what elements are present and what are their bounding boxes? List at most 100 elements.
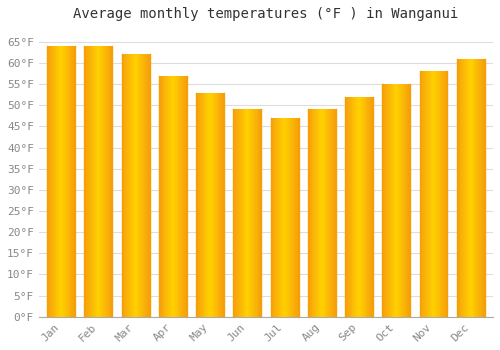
Bar [61,46,62,317]
Bar [428,71,429,317]
Bar [86,46,87,317]
Bar [408,84,410,317]
Bar [142,55,143,317]
Bar [211,92,212,317]
Bar [371,97,372,317]
Bar [388,84,389,317]
Bar [148,55,150,317]
Bar [238,110,239,317]
Bar [251,110,252,317]
Bar [359,97,360,317]
Bar [171,76,172,317]
Bar [206,92,208,317]
Bar [401,84,402,317]
Bar [394,84,396,317]
Bar [136,55,138,317]
Bar [282,118,284,317]
Bar [429,71,430,317]
Bar [202,92,203,317]
Bar [383,84,384,317]
Bar [141,55,142,317]
Bar [400,84,401,317]
Bar [402,84,403,317]
Bar [310,110,312,317]
Bar [349,97,350,317]
Bar [223,92,224,317]
Bar [164,76,166,317]
Bar [462,59,464,317]
Bar [420,71,422,317]
Bar [295,118,296,317]
Bar [235,110,236,317]
Title: Average monthly temperatures (°F ) in Wanganui: Average monthly temperatures (°F ) in Wa… [74,7,458,21]
Bar [397,84,398,317]
Bar [386,84,387,317]
Bar [332,110,333,317]
Bar [466,59,467,317]
Bar [444,71,446,317]
Bar [122,55,124,317]
Bar [476,59,477,317]
Bar [255,110,256,317]
Bar [186,76,187,317]
Bar [474,59,476,317]
Bar [93,46,94,317]
Bar [199,92,200,317]
Bar [60,46,61,317]
Bar [244,110,246,317]
Bar [346,97,347,317]
Bar [176,76,178,317]
Bar [398,84,399,317]
Bar [372,97,373,317]
Bar [423,71,424,317]
Bar [197,92,198,317]
Bar [58,46,59,317]
Bar [54,46,56,317]
Bar [128,55,129,317]
Bar [348,97,349,317]
Bar [470,59,472,317]
Bar [94,46,96,317]
Bar [331,110,332,317]
Bar [178,76,180,317]
Bar [107,46,108,317]
Bar [296,118,298,317]
Bar [385,84,386,317]
Bar [126,55,127,317]
Bar [276,118,277,317]
Bar [482,59,483,317]
Bar [252,110,253,317]
Bar [145,55,146,317]
Bar [185,76,186,317]
Bar [140,55,141,317]
Bar [160,76,162,317]
Bar [291,118,292,317]
Bar [242,110,244,317]
Bar [437,71,438,317]
Bar [356,97,357,317]
Bar [320,110,321,317]
Bar [350,97,352,317]
Bar [108,46,110,317]
Bar [317,110,318,317]
Bar [105,46,106,317]
Bar [248,110,249,317]
Bar [468,59,469,317]
Bar [292,118,293,317]
Bar [209,92,210,317]
Bar [389,84,390,317]
Bar [396,84,397,317]
Bar [442,71,443,317]
Bar [88,46,89,317]
Bar [147,55,148,317]
Bar [103,46,104,317]
Bar [324,110,326,317]
Bar [246,110,248,317]
Bar [52,46,53,317]
Bar [352,97,354,317]
Bar [249,110,250,317]
Bar [460,59,462,317]
Bar [293,118,294,317]
Bar [326,110,328,317]
Bar [253,110,254,317]
